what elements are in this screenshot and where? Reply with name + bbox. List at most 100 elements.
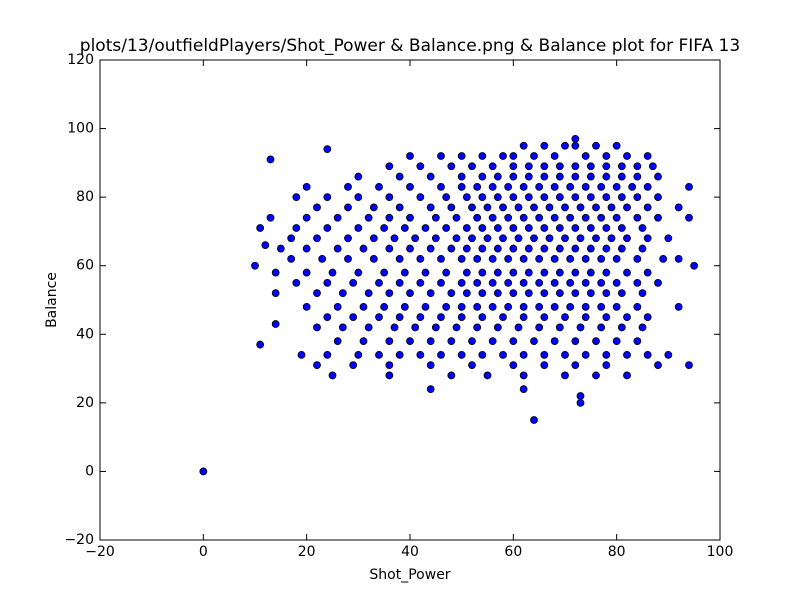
point [576, 392, 585, 400]
point [468, 162, 476, 171]
point [586, 289, 595, 298]
point [395, 313, 404, 322]
point [643, 182, 652, 191]
point [612, 337, 621, 346]
point [561, 350, 569, 359]
point [509, 172, 518, 181]
point [406, 244, 414, 253]
point [447, 162, 456, 171]
point [380, 302, 389, 311]
point [602, 361, 611, 370]
point [369, 254, 378, 263]
point [462, 193, 471, 202]
point [349, 361, 358, 370]
point [395, 203, 404, 212]
point [540, 268, 549, 277]
point [550, 302, 559, 311]
point [302, 182, 311, 191]
point [612, 254, 621, 263]
point [623, 371, 631, 380]
point [576, 203, 585, 212]
point [571, 268, 580, 277]
point [561, 371, 569, 380]
point [369, 234, 378, 243]
point [566, 182, 575, 191]
point [586, 193, 595, 202]
point [504, 213, 513, 222]
point [411, 323, 420, 332]
point [375, 350, 383, 359]
point [292, 224, 301, 232]
point [519, 278, 528, 287]
point [581, 302, 590, 311]
point [349, 278, 358, 287]
point [602, 289, 611, 298]
point [519, 371, 528, 380]
point [437, 350, 445, 359]
x-axis-label: Shot_Power [369, 567, 450, 583]
point [597, 278, 606, 287]
point [473, 278, 482, 287]
point [499, 313, 507, 322]
point [685, 213, 693, 222]
point [617, 323, 626, 332]
point [540, 313, 549, 322]
point [571, 289, 580, 298]
point [519, 141, 528, 150]
point [349, 313, 358, 322]
point [550, 254, 559, 263]
point [271, 268, 280, 277]
point [509, 193, 518, 202]
point [416, 313, 425, 322]
point [654, 213, 662, 222]
point [540, 289, 549, 298]
point [514, 203, 523, 212]
point [488, 302, 497, 311]
point [519, 350, 528, 359]
point [375, 313, 383, 322]
point [519, 182, 528, 191]
point [602, 350, 611, 359]
point [519, 213, 528, 222]
point [313, 234, 321, 243]
point [540, 193, 549, 202]
point [426, 289, 435, 298]
point [612, 182, 621, 191]
point [530, 337, 538, 346]
point [602, 152, 611, 160]
y-tick-label: 100 [67, 121, 94, 137]
point [571, 224, 580, 232]
point [535, 254, 544, 263]
point [426, 337, 435, 346]
point [426, 244, 435, 253]
x-tick-label: 20 [298, 544, 316, 560]
point [493, 224, 502, 232]
point [457, 182, 466, 191]
point [302, 213, 311, 222]
point [437, 313, 445, 322]
point [478, 268, 487, 277]
point [390, 323, 399, 332]
point [354, 172, 363, 181]
point [416, 193, 425, 202]
point [540, 141, 549, 150]
point [509, 162, 518, 171]
point [524, 224, 533, 232]
point [437, 254, 445, 263]
point [478, 172, 487, 181]
point [199, 467, 208, 476]
y-tick-label: 80 [76, 189, 94, 205]
point [674, 302, 683, 311]
point [385, 162, 394, 171]
point [519, 302, 528, 311]
point [395, 254, 404, 263]
point [586, 224, 595, 232]
point [674, 254, 683, 263]
point [561, 141, 569, 150]
point [416, 278, 425, 287]
point [504, 182, 513, 191]
point [375, 278, 383, 287]
point [617, 289, 626, 298]
point [385, 213, 394, 222]
point [323, 350, 332, 359]
